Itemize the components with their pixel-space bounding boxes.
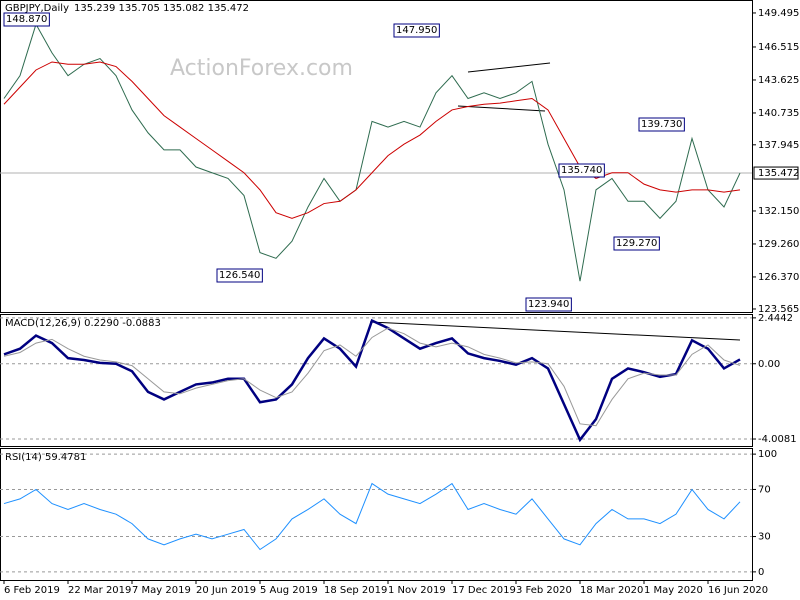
x-tick-label: 6 Feb 2019 [4,585,60,596]
quote: 135.239 135.705 135.082 135.472 [74,3,249,14]
x-tick-label: 18 Mar 2020 [580,585,643,596]
x-tick-label: 16 Jun 2020 [708,585,768,596]
annotation: 126.540 [219,270,260,281]
trend-line [457,105,546,112]
y-tick-label: 132.150 [758,206,799,217]
chart-title: GBPJPY,Daily [5,3,69,14]
y-tick-label: 0 [758,567,764,578]
annotation-box [3,12,50,27]
y-tick-label: 2.4442 [758,313,793,324]
x-tick-label: 22 Mar 2019 [68,585,131,596]
rsi-panel [0,448,753,581]
x-tick-label: 1 Nov 2019 [388,585,446,596]
price-panel [0,0,753,313]
y-tick-label: 137.945 [758,140,799,151]
series-line [3,61,741,219]
macd-title: MACD(12,26,9) 0.2290 -0.0883 [5,318,161,329]
x-tick-label: 3 Feb 2020 [516,585,572,596]
annotation-box [525,297,572,312]
series-line [3,318,741,443]
y-tick-label: 70 [758,484,771,495]
watermark: ActionForex.com [170,56,353,81]
x-tick-label: 7 May 2019 [132,585,191,596]
x-tick-label: 17 Dec 2019 [452,585,516,596]
y-tick-label: -4.0081 [758,434,797,445]
series-line [3,327,741,427]
annotation: 135.740 [561,165,602,176]
annotation-box [613,236,660,251]
y-tick-label: 143.625 [758,75,799,86]
series-line [3,482,741,551]
macd-panel [0,314,753,447]
annotation-box [216,268,263,283]
annotation-box [393,23,440,38]
trend-line [467,62,551,73]
y-tick-label: 0.00 [758,359,780,370]
y-tick-label: 140.735 [758,108,799,119]
annotation: 123.940 [528,299,569,310]
y-tick-label: 30 [758,532,771,543]
last-price-label: 135.472 [758,168,799,179]
annotation: 148.870 [6,14,47,25]
annotation: 129.270 [616,238,657,249]
last-price-box [753,166,799,180]
y-tick-label: 146.515 [758,42,799,53]
rsi-title: RSI(14) 59.4781 [5,452,86,463]
y-tick-label: 129.260 [758,239,799,250]
x-tick-label: 20 Jun 2019 [196,585,256,596]
x-tick-label: 1 May 2020 [644,585,703,596]
y-tick-label: 149.495 [758,8,799,19]
series-line [3,23,741,282]
y-tick-label: 100 [758,449,777,460]
x-tick-label: 18 Sep 2019 [324,585,387,596]
annotation: 139.730 [641,119,682,130]
trend-line [369,321,741,341]
annotation-box [638,117,685,132]
y-tick-label: 123.565 [758,304,799,315]
y-tick-label: 126.370 [758,272,799,283]
annotation: 147.950 [396,25,437,36]
annotation-box [558,163,605,178]
x-tick-label: 5 Aug 2019 [260,585,318,596]
